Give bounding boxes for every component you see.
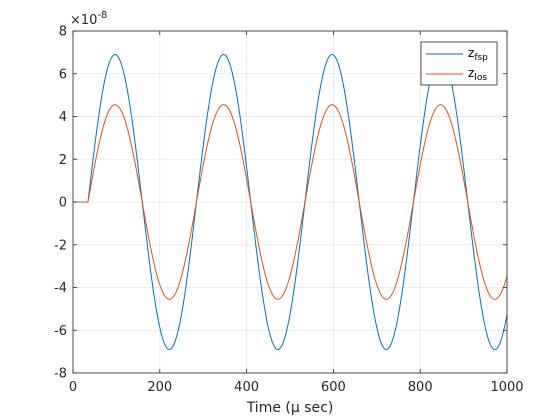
x-axis-label: Time (μ sec) bbox=[246, 400, 334, 416]
y-tick-label: 4 bbox=[59, 110, 67, 125]
y-tick-label: -6 bbox=[54, 324, 67, 339]
x-tick-label: 400 bbox=[234, 380, 259, 395]
legend-label-los-main: z bbox=[468, 66, 474, 80]
legend-label-los: zlos bbox=[468, 66, 487, 83]
ticks bbox=[72, 30, 508, 374]
legend-label-fsp-sub: fsp bbox=[474, 53, 488, 63]
y-tick-label: 6 bbox=[59, 67, 67, 82]
y-tick-label: -8 bbox=[54, 367, 67, 382]
y-tick-label: -4 bbox=[54, 281, 67, 296]
y-exponent-power: -8 bbox=[97, 10, 107, 21]
legend-label-los-sub: los bbox=[474, 73, 487, 83]
x-tick-label: 1000 bbox=[490, 380, 523, 395]
y-exponent-base: ×10 bbox=[70, 13, 97, 28]
legend-label-fsp: zfsp bbox=[468, 46, 488, 63]
x-tick-label: 600 bbox=[321, 380, 346, 395]
x-tick-label: 200 bbox=[147, 380, 172, 395]
legend: zfsp zlos bbox=[420, 41, 498, 86]
legend-box bbox=[420, 41, 498, 86]
x-tick-label: 0 bbox=[69, 380, 77, 395]
y-tick-label: 8 bbox=[59, 25, 67, 40]
y-tick-label: -2 bbox=[54, 238, 67, 253]
x-tick-label: 800 bbox=[408, 380, 433, 395]
tick-labels: 0 200 400 600 800 1000 -8 -6 -4 -2 0 2 4 6 8 bbox=[54, 25, 524, 396]
y-tick-label: 2 bbox=[59, 153, 67, 168]
series-line-los bbox=[73, 104, 508, 300]
y-tick-label: 0 bbox=[59, 196, 67, 211]
y-exponent-label: ×10-8 bbox=[70, 10, 107, 28]
legend-label-fsp-main: z bbox=[468, 46, 474, 60]
